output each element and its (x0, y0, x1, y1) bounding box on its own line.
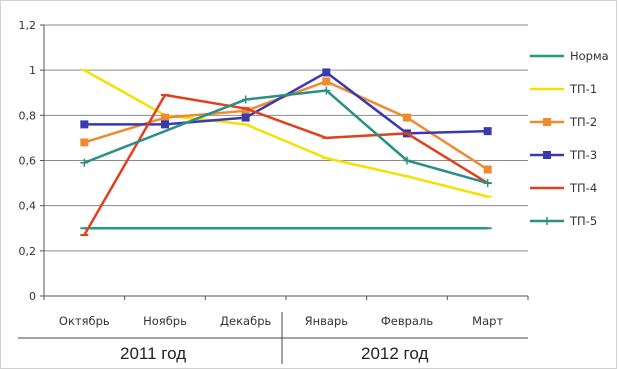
legend-label: ТП-2 (569, 115, 597, 129)
data-point (161, 120, 169, 129)
data-point (80, 138, 89, 147)
x-category-label: Декабрь (220, 314, 271, 328)
legend-label: ТП-5 (569, 214, 597, 228)
gridlines (44, 24, 528, 252)
data-point (543, 151, 551, 159)
y-tick-label: 0,8 (19, 109, 37, 122)
x-category-label: Февраль (381, 314, 433, 328)
legend-item: ТП-3 (530, 148, 597, 162)
data-point (241, 106, 250, 115)
series-2 (80, 69, 492, 198)
data-point (322, 77, 331, 86)
y-tick-label: 0 (29, 290, 36, 303)
y-axis-ticks: 0 0,2 0,4 0,6 0,8 1 1,2 (19, 19, 37, 303)
data-point (241, 113, 250, 122)
y-tick-label: 0,6 (19, 155, 37, 168)
data-point (80, 120, 89, 129)
x-axis-categories: Октябрь Ноябрь Декабрь Январь Февраль Март (59, 314, 504, 328)
legend-label: ТП-3 (569, 148, 597, 162)
year-group-2012: 2012 год (361, 344, 429, 363)
legend-item: ТП-1 (530, 82, 597, 96)
data-point (322, 68, 331, 77)
y-tick-label: 0,4 (19, 200, 37, 213)
legend-item: ТП-2 (530, 115, 597, 129)
data-point (80, 158, 89, 167)
y-tick-label: 0,2 (19, 245, 37, 258)
data-point (483, 179, 492, 188)
legend-item: Норма (530, 49, 609, 63)
legend-label: ТП-4 (569, 181, 597, 195)
year-group-2011: 2011 год (120, 344, 187, 363)
x-category-label: Январь (305, 314, 349, 328)
series-6 (80, 86, 492, 188)
x-category-label: Ноябрь (143, 314, 187, 328)
y-tick-label: 1,2 (19, 19, 37, 32)
data-point (543, 217, 551, 225)
series-line (83, 69, 488, 198)
data-point (483, 165, 492, 174)
legend-label: ТП-1 (569, 82, 597, 96)
legend-item: ТП-4 (530, 181, 597, 195)
data-point (161, 113, 169, 122)
legend-item: ТП-5 (530, 214, 597, 228)
series-lines (80, 68, 492, 237)
data-point (403, 156, 411, 165)
x-category-label: Март (472, 314, 503, 328)
axes (40, 24, 529, 300)
data-point (241, 95, 250, 104)
legend-label: Норма (570, 49, 609, 63)
year-group-separators (18, 312, 528, 364)
x-category-label: Октябрь (59, 314, 110, 328)
data-point (483, 127, 492, 136)
legend: Норма ТП-1 ТП-2 ТП-3 ТП-4 ТП-5 (530, 49, 609, 228)
data-point (403, 113, 411, 122)
data-point (322, 86, 331, 95)
series-line (83, 93, 489, 236)
data-point (543, 118, 551, 126)
y-tick-label: 1 (29, 64, 36, 77)
